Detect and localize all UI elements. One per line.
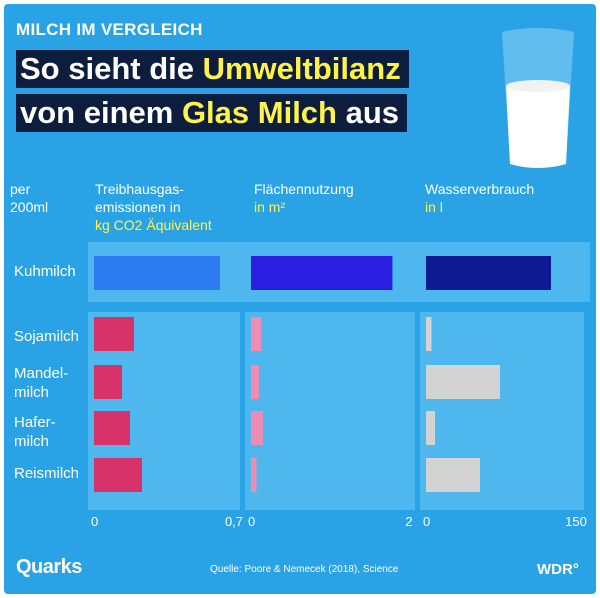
row-label-reismilch: Reismilch — [14, 464, 79, 483]
quarks-logo: Quarks — [16, 556, 82, 578]
tick-label-emissions-min: 0 — [91, 514, 98, 529]
bar-water-hafermilch — [426, 411, 435, 445]
column-header-land: Flächennutzung in m² — [254, 180, 354, 216]
bar-emissions-mandelmilch — [94, 365, 122, 399]
column-header-water: Wasserverbrauch in l — [425, 180, 534, 216]
bar-land-sojamilch — [251, 317, 262, 351]
headline-line-1: So sieht die Umweltbilanz — [16, 50, 409, 88]
column-header-emissions-line-1: Treibhausgas- — [95, 181, 184, 197]
bar-emissions-sojamilch — [94, 317, 134, 351]
per-label-line-1: per — [10, 181, 31, 197]
column-header-emissions: Treibhausgas- emissionen in kg CO2 Äquiv… — [95, 180, 212, 234]
bar-land-kuhmilch — [251, 256, 393, 290]
bar-land-hafermilch — [251, 411, 263, 445]
headline-box-1: So sieht die Umweltbilanz — [16, 50, 409, 88]
row-label-hafermilch-line-2: milch — [14, 433, 50, 450]
wdr-logo: WDR° — [537, 561, 579, 578]
tick-label-land-max: 2 — [405, 514, 412, 529]
tick-label-land-min: 0 — [248, 514, 255, 529]
headline-text-1a: So sieht die — [20, 51, 203, 86]
chart-svg: 0 0,7 0 2 0 150 — [88, 242, 590, 529]
milk-glass-icon — [502, 28, 574, 168]
bar-water-kuhmilch — [426, 256, 551, 290]
row-label-reismilch-text: Reismilch — [14, 465, 80, 482]
headline-text-2a: von einem — [20, 95, 182, 130]
tick-label-emissions-max: 0,7 — [225, 514, 243, 529]
column-header-emissions-unit: kg CO2 Äquivalent — [95, 217, 212, 233]
bar-emissions-reismilch — [94, 458, 142, 492]
tick-label-water-min: 0 — [423, 514, 430, 529]
column-header-land-line-1: Flächennutzung — [254, 181, 354, 197]
column-header-water-line-2: in l — [425, 199, 443, 215]
row-label-sojamilch-text: Sojamilch — [14, 328, 80, 345]
bar-water-mandelmilch — [426, 365, 500, 399]
per-label: per 200ml — [10, 180, 48, 216]
column-header-water-line-1: Wasserverbrauch — [425, 181, 535, 197]
per-label-line-2: 200ml — [10, 199, 49, 215]
bar-emissions-hafermilch — [94, 411, 130, 445]
row-label-hafermilch: Hafer- milch — [14, 413, 56, 451]
column-header-emissions-line-2: emissionen in — [95, 199, 181, 215]
row-label-mandelmilch-line-2: milch — [14, 384, 50, 401]
panel-background-land — [245, 312, 415, 510]
headline-highlight-1: Umweltbilanz — [202, 51, 401, 86]
headline-highlight-2: Glas Milch — [181, 95, 337, 130]
bar-water-sojamilch — [426, 317, 432, 351]
row-label-kuhmilch: Kuhmilch — [14, 262, 76, 281]
bar-water-reismilch — [426, 458, 480, 492]
row-label-hafermilch-line-1: Hafer- — [14, 414, 56, 431]
row-label-mandelmilch: Mandel- milch — [14, 364, 68, 402]
bar-land-reismilch — [251, 458, 257, 492]
row-label-sojamilch: Sojamilch — [14, 327, 79, 346]
column-header-land-line-2: in m² — [254, 199, 286, 215]
source-note: Quelle: Poore & Nemecek (2018), Science — [210, 564, 399, 575]
headline-text-2c: aus — [336, 95, 400, 130]
row-label-mandelmilch-line-1: Mandel- — [14, 365, 69, 382]
headline-line-2: von einem Glas Milch aus — [16, 94, 408, 132]
kicker: MILCH IM VERGLEICH — [16, 20, 203, 39]
bar-emissions-kuhmilch — [94, 256, 220, 290]
infographic-card: MILCH IM VERGLEICH So sieht die Umweltbi… — [4, 4, 596, 594]
row-label-kuhmilch-text: Kuhmilch — [14, 263, 76, 280]
headline-box-2: von einem Glas Milch aus — [16, 94, 408, 132]
tick-label-water-max: 150 — [565, 514, 587, 529]
bar-land-mandelmilch — [251, 365, 259, 399]
